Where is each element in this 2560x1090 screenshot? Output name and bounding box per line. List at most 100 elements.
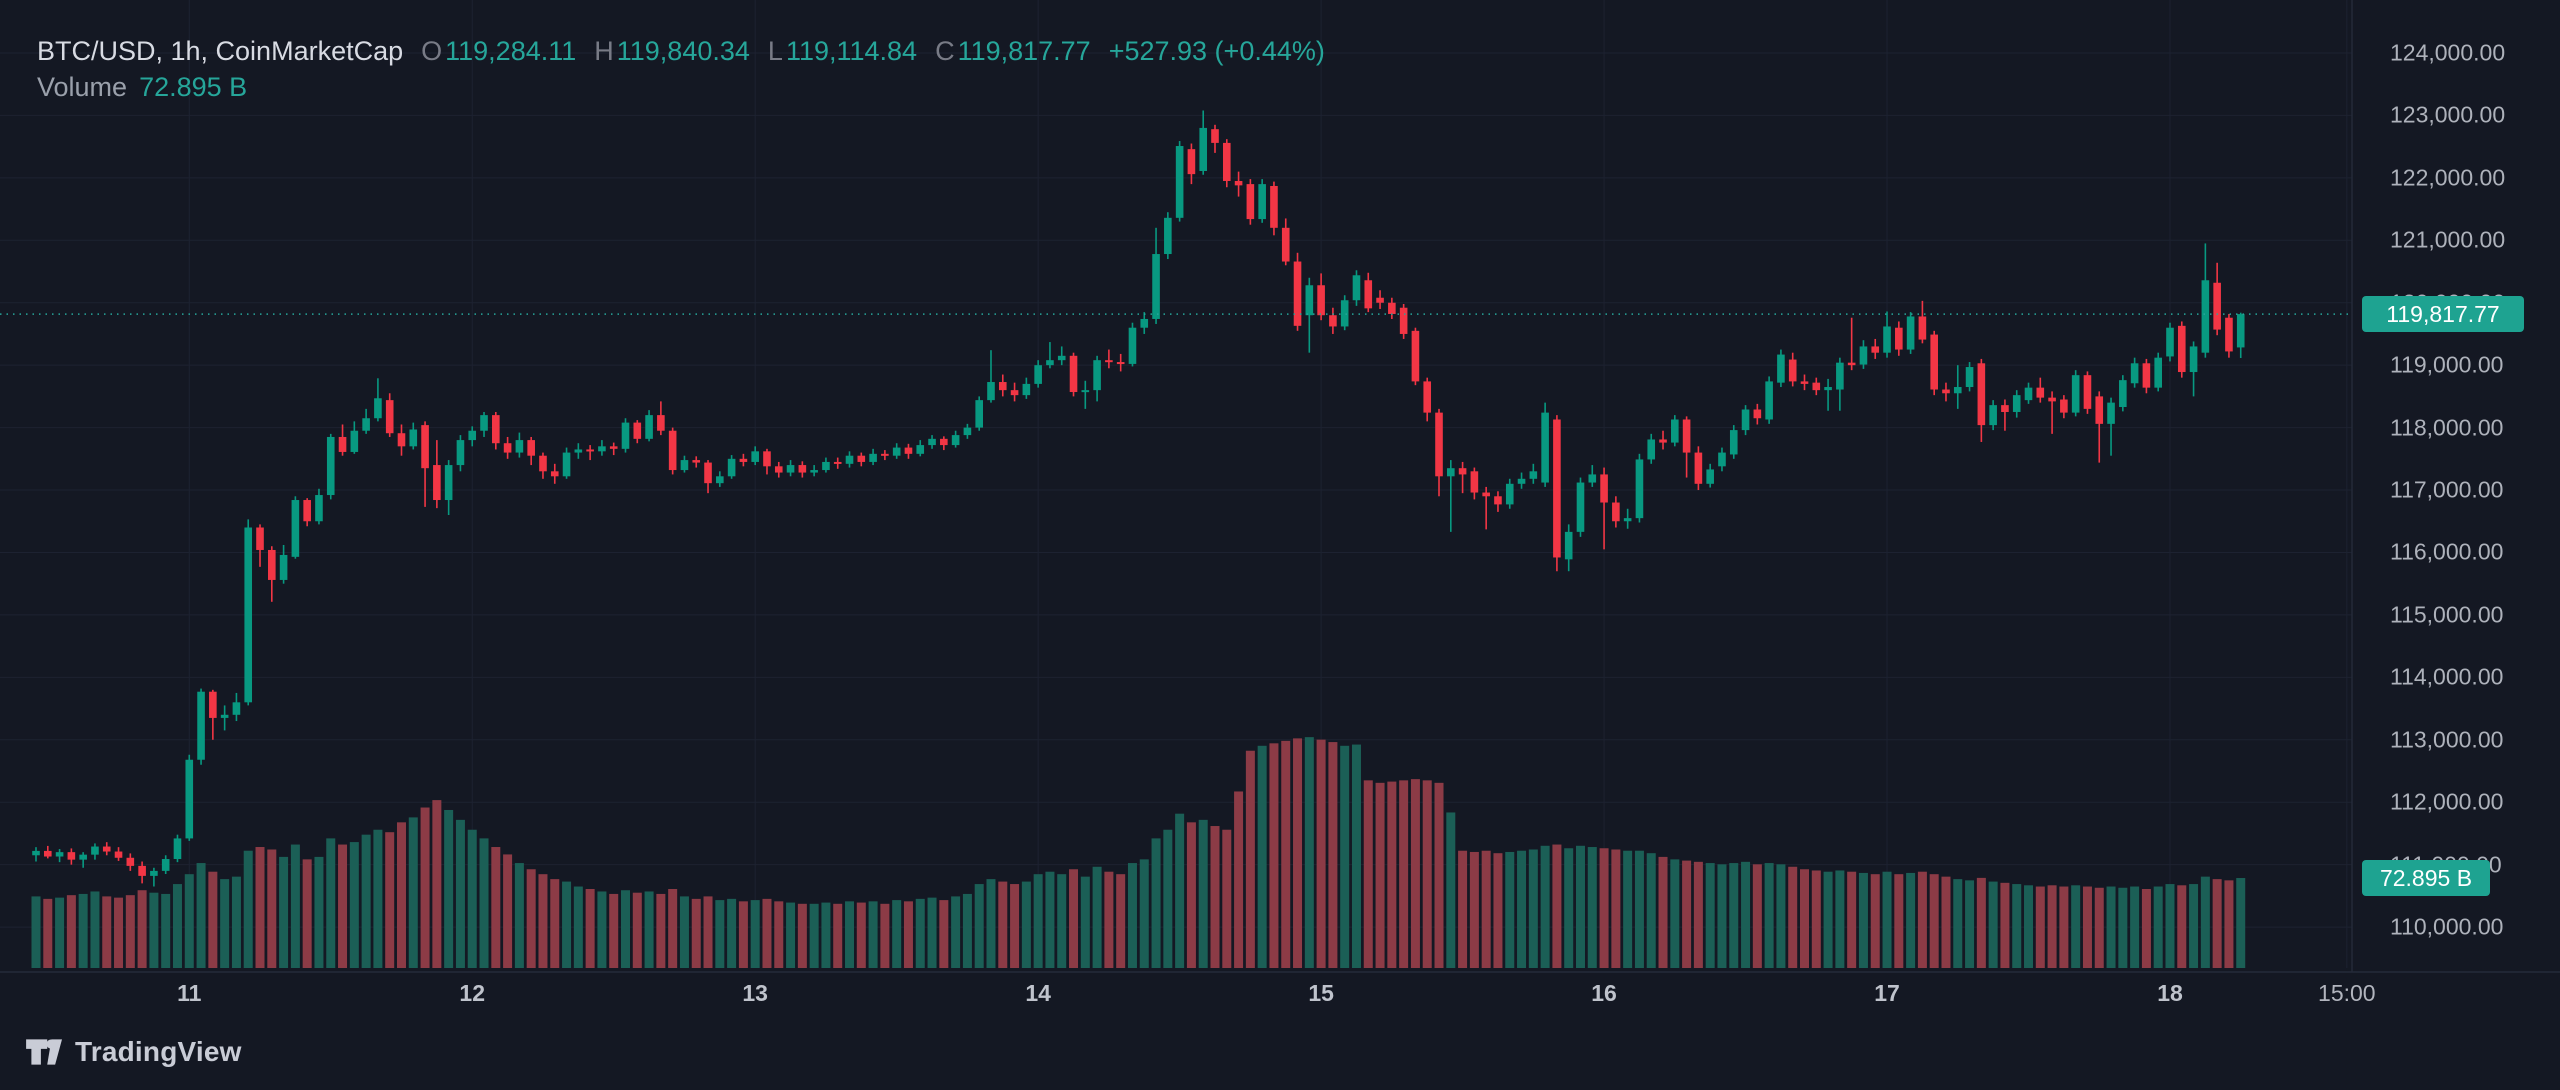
volume-bar [55, 897, 65, 968]
volume-bar [1399, 780, 1409, 968]
candle-body [1600, 474, 1608, 503]
volume-bar [1340, 745, 1350, 968]
candle-body [1010, 390, 1019, 396]
candle-body [940, 438, 948, 446]
candle-body [2095, 396, 2104, 424]
volume-bar [43, 898, 53, 968]
volume-bar [585, 888, 595, 968]
symbol-title[interactable]: BTC/USD, 1h, CoinMarketCap [37, 36, 404, 66]
candle-body [892, 447, 901, 456]
candle-body [291, 500, 300, 557]
candle-body [1199, 127, 1208, 172]
volume-bar [2200, 876, 2210, 968]
volume-bar [2130, 886, 2140, 968]
ohlc-close: C 119,817.77 [935, 36, 1091, 67]
price-axis[interactable]: 119,817.77 72.895 B 124,000.00 123,000.00… [2352, 0, 2560, 972]
candle-body [751, 451, 759, 462]
volume-bar [1646, 853, 1656, 968]
volume-bar [114, 897, 124, 968]
candle-body [998, 382, 1007, 391]
candle-body [657, 415, 665, 431]
price-tick-label: 116,000.00 [2390, 538, 2504, 565]
volume-bar [1104, 871, 1114, 968]
candle-body [1293, 261, 1302, 326]
candle-body [1659, 439, 1667, 443]
candle-body [2012, 395, 2021, 412]
volume-bar [1387, 781, 1397, 968]
volume-bar [2106, 886, 2116, 968]
volume-bar [444, 809, 454, 968]
volume-bar [1965, 880, 1975, 968]
price-tick-label: 121,000.00 [2390, 226, 2506, 253]
volume-bar [432, 800, 442, 968]
candle-body [2142, 363, 2151, 388]
tradingview-logo-text: TradingView [75, 1036, 242, 1067]
volume-bar [1375, 782, 1385, 968]
volume-bar [1906, 872, 1916, 968]
candle-body [1930, 334, 1938, 390]
volume-bar [2059, 886, 2069, 968]
candle-body [2071, 375, 2080, 413]
candle-body [2213, 282, 2221, 330]
volume-bar [1316, 739, 1326, 968]
price-tick-label: 124,000.00 [2390, 39, 2506, 66]
volume-bar [903, 901, 913, 968]
volume-bar [880, 903, 890, 968]
tradingview-logo[interactable]: TradingView [24, 1033, 242, 1071]
candle-body [1541, 412, 1549, 483]
candle-body [456, 440, 465, 466]
price-tick-label: 112,000.00 [2390, 788, 2504, 815]
volume-bar [326, 838, 336, 968]
candle-body [268, 549, 276, 580]
volume-bar [78, 893, 88, 968]
candle-body [362, 418, 370, 431]
volume-bar [1234, 791, 1244, 968]
volume-bar [703, 896, 713, 968]
volume-bar [420, 807, 430, 968]
volume-bar [1776, 864, 1786, 968]
volume-bar [314, 856, 324, 968]
volume-bar [1293, 738, 1303, 968]
candle-body [433, 465, 441, 501]
price-tick-label: 122,000.00 [2390, 164, 2506, 191]
candle-body [1069, 355, 1078, 393]
price-tick-label: 110,000.00 [2390, 913, 2504, 940]
time-axis[interactable]: 11 12 13 14 15 16 17 18 15:00 [0, 972, 2560, 1022]
volume-bar [1351, 744, 1361, 968]
volume-bar [279, 856, 289, 968]
candle-body [1116, 362, 1125, 365]
candle-body [1411, 330, 1420, 382]
candle-body [833, 461, 842, 464]
ohlc-open: O 119,284.11 [421, 36, 576, 67]
candle-body [2083, 375, 2092, 409]
time-tick-day-label: 15 [1308, 980, 1334, 1006]
candle-body [326, 436, 335, 496]
candle-body [1824, 387, 1832, 391]
volume-bar [797, 903, 807, 968]
volume-bar [774, 901, 784, 968]
volume-bar [149, 892, 159, 968]
candle-body [1329, 315, 1337, 327]
volume-bar [1446, 812, 1456, 968]
candle-body [173, 838, 182, 860]
candle-body [385, 400, 394, 434]
volume-bar [396, 822, 406, 968]
candle-body [562, 452, 571, 477]
candle-body [916, 445, 925, 454]
ohlc-low: L 119,114.84 [768, 36, 917, 67]
volume-bar [2141, 888, 2151, 968]
volume-bar [255, 847, 265, 968]
candle-body [1788, 359, 1797, 382]
volume-bar [1705, 863, 1715, 968]
volume-bar [1198, 819, 1208, 968]
candle-body [550, 471, 559, 477]
candle-body [397, 433, 406, 447]
candle-body [138, 865, 146, 876]
volume-value: 72.895 B [139, 72, 248, 102]
candle-body [857, 455, 866, 462]
candle-body [786, 465, 795, 473]
volume-bar [2189, 884, 2199, 968]
candle-body [1046, 360, 1054, 366]
candle-body [1164, 217, 1172, 255]
